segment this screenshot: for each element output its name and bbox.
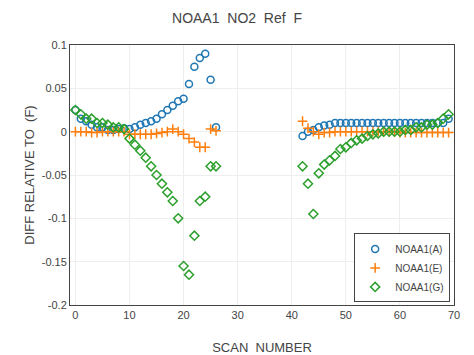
svg-text:10: 10 [123, 309, 135, 321]
svg-text:NOAA1 NO2 Ref F: NOAA1 NO2 Ref F [172, 10, 302, 26]
svg-text:0: 0 [72, 309, 78, 321]
svg-text:60: 60 [394, 309, 406, 321]
svg-text:-0.1: -0.1 [48, 212, 67, 224]
svg-text:-0.2: -0.2 [48, 299, 67, 311]
svg-text:-0.05: -0.05 [42, 169, 67, 181]
svg-text:NOAA1(E): NOAA1(E) [395, 263, 442, 274]
svg-text:0: 0 [61, 126, 67, 138]
svg-text:0.1: 0.1 [52, 39, 67, 51]
svg-text:SCAN NUMBER: SCAN NUMBER [212, 340, 312, 355]
svg-text:DIFF RELATIVE TO (F): DIFF RELATIVE TO (F) [22, 105, 37, 244]
svg-text:50: 50 [340, 309, 352, 321]
svg-text:30: 30 [232, 309, 244, 321]
svg-text:-0.15: -0.15 [42, 256, 67, 268]
svg-text:70: 70 [448, 309, 460, 321]
svg-text:NOAA1(A): NOAA1(A) [395, 244, 442, 255]
svg-text:0.05: 0.05 [45, 82, 66, 94]
svg-text:NOAA1(G): NOAA1(G) [395, 282, 443, 293]
svg-text:40: 40 [286, 309, 298, 321]
svg-text:20: 20 [177, 309, 189, 321]
